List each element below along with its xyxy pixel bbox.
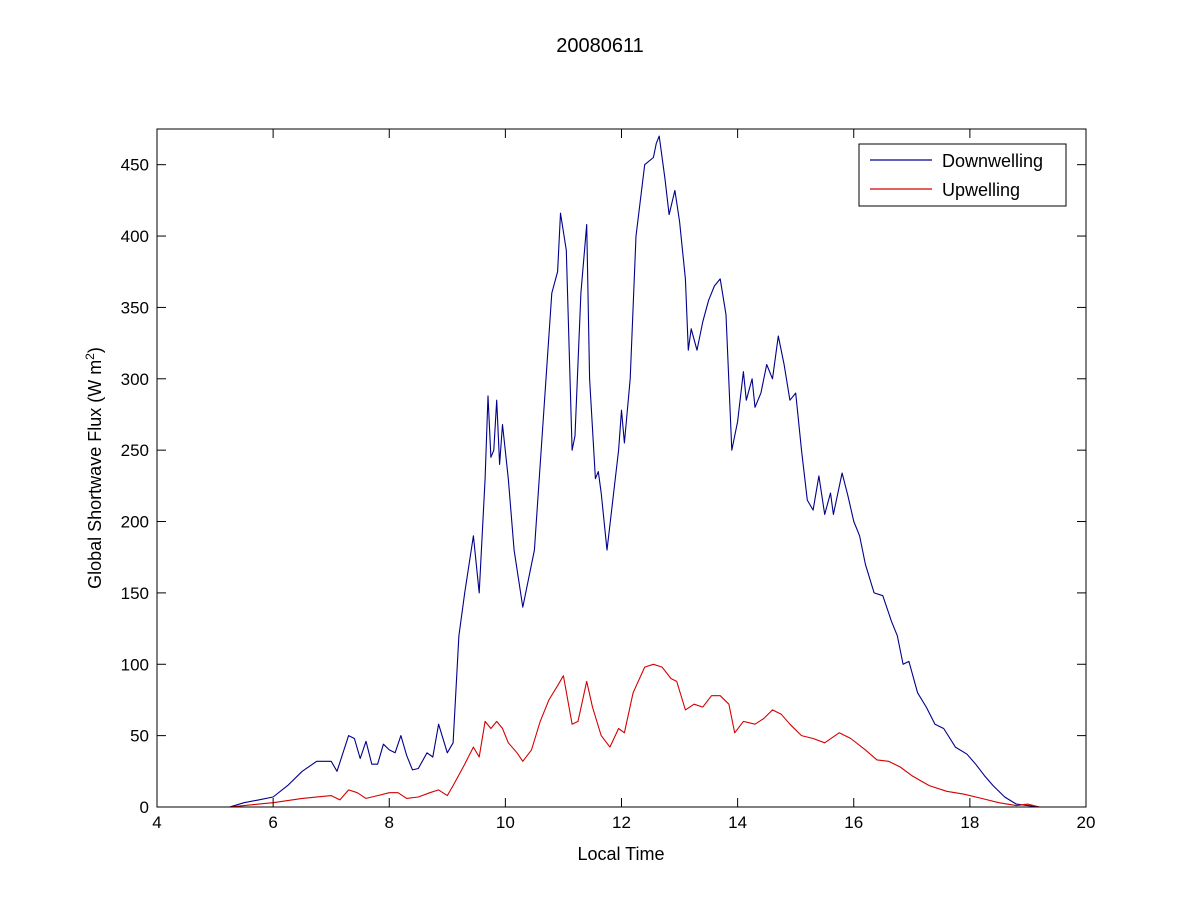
y-tick-label: 400	[121, 227, 149, 246]
x-tick-label: 8	[385, 813, 394, 832]
y-tick-label: 200	[121, 513, 149, 532]
y-tick-label: 250	[121, 441, 149, 460]
y-tick-label: 350	[121, 298, 149, 317]
legend-label-downwelling: Downwelling	[942, 151, 1043, 171]
x-tick-label: 20	[1077, 813, 1096, 832]
x-tick-label: 6	[268, 813, 277, 832]
y-axis-label-superscript: 2	[83, 353, 97, 360]
axis-ticks: 4 6 8 10 12 14 16 18 200501001502002503003504004…	[121, 129, 1096, 832]
x-tick-label: 14	[728, 813, 747, 832]
y-tick-label: 150	[121, 584, 149, 603]
chart-title: 20080611	[556, 35, 644, 57]
plot-area	[157, 129, 1086, 807]
x-tick-label: 4	[152, 813, 161, 832]
x-tick-label: 18	[960, 813, 979, 832]
y-axis-label-close: )	[85, 347, 105, 353]
x-tick-label: 16	[844, 813, 863, 832]
legend: Downwelling Upwelling	[858, 143, 1067, 207]
y-tick-label: 450	[121, 156, 149, 175]
series-line-upwelling	[229, 663, 1040, 808]
series-group	[229, 135, 1040, 808]
y-tick-label: 50	[130, 727, 149, 746]
series-line-downwelling	[229, 135, 1040, 808]
x-tick-label: 10	[496, 813, 515, 832]
y-axis-label: Global Shortwave Flux (W m2)	[83, 347, 105, 589]
legend-label-upwelling: Upwelling	[942, 180, 1020, 200]
y-tick-label: 300	[121, 370, 149, 389]
x-axis-label: Local Time	[577, 844, 664, 864]
y-axis-label-main: Global Shortwave Flux (W m	[85, 360, 105, 589]
y-tick-label: 100	[121, 655, 149, 674]
legend-box	[858, 143, 1067, 207]
x-tick-label: 12	[612, 813, 631, 832]
y-tick-label: 0	[140, 798, 149, 817]
